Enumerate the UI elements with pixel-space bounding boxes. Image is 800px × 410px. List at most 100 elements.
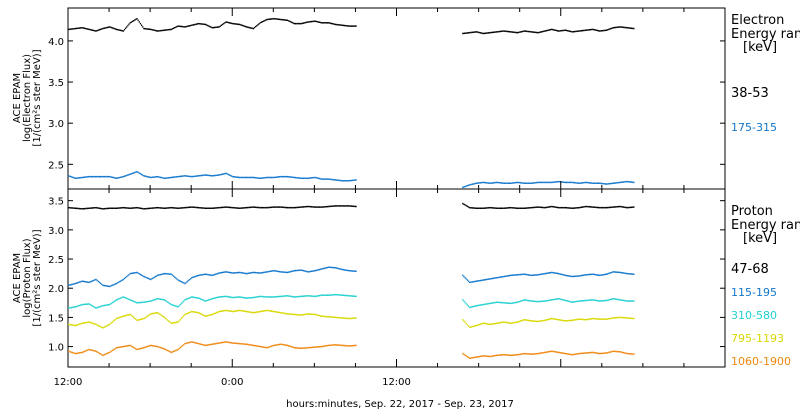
data-point [514,207,516,209]
data-point [115,282,118,285]
data-point [540,31,543,33]
data-point [616,206,618,208]
data-point [534,320,536,322]
data-point [245,26,248,28]
data-point [543,30,545,33]
data-point [604,299,606,302]
data-point [155,345,158,348]
data-point [553,318,555,320]
data-point [520,300,522,302]
data-point [102,354,104,357]
data-point [204,23,207,26]
data-point [600,318,602,320]
data-point [154,275,156,278]
data-point [111,176,113,178]
data-point [88,207,90,210]
data-point [277,270,280,273]
data-point [505,182,507,184]
data-point [266,309,268,312]
data-point [297,314,299,316]
data-point [240,343,242,345]
data-point [73,283,75,285]
data-point [619,271,621,274]
data-point [114,177,116,179]
data-point [470,183,472,186]
data-point [199,23,201,25]
data-point [104,304,106,307]
data-point [308,295,310,297]
data-point [551,317,553,320]
data-point [158,298,160,300]
data-point [560,319,562,321]
data-point [229,22,232,24]
data-point [240,24,242,26]
data-point [264,19,266,22]
data-point [473,31,475,33]
data-point [204,207,207,210]
data-point [550,318,552,320]
data-point [528,182,530,184]
data-point [347,294,349,297]
data-point [616,26,618,29]
data-point [145,301,147,303]
data-point [575,275,577,277]
data-point [466,32,468,34]
data-point [595,352,597,354]
data-point [282,295,284,297]
data-point [214,26,216,29]
data-point [613,317,616,319]
series-175-315 [68,170,635,189]
data-point [512,274,514,276]
data-point [121,207,123,209]
data-point [117,298,119,301]
data-point [353,344,355,347]
data-point [101,283,103,286]
data-point [71,283,73,286]
data-point [552,205,554,208]
data-point [141,301,143,304]
data-point [536,181,538,184]
data-point [91,29,94,31]
data-point [600,182,602,185]
data-point [159,274,161,276]
data-point [162,347,164,350]
data-point [531,320,533,322]
data-point [564,181,567,184]
data-point [500,354,503,356]
data-point [125,207,127,209]
data-point [105,285,107,287]
data-point [530,206,532,209]
data-point [597,206,600,209]
data-point [220,296,223,298]
data-point [188,341,191,344]
data-point [547,299,549,302]
data-point [281,295,283,298]
data-point [615,350,617,353]
data-point [615,298,617,300]
data-point [613,206,616,208]
data-point [75,177,78,179]
data-point [302,347,305,349]
data-point [579,318,581,320]
data-point [466,304,468,306]
data-point [71,306,73,309]
data-point [301,269,304,272]
data-point [467,325,470,327]
data-point [105,26,107,29]
data-point [603,206,605,209]
data-point [185,298,187,301]
data-point [208,314,210,317]
data-point [107,207,110,210]
data-point [355,270,357,273]
data-point [573,275,576,278]
data-point [308,205,310,208]
data-point [198,175,200,177]
data-point [250,206,252,209]
data-point [120,29,122,32]
data-point [618,205,620,208]
data-point [478,280,480,282]
data-point [302,177,305,180]
data-point [326,266,329,269]
data-point [187,279,189,282]
data-point [121,296,123,299]
